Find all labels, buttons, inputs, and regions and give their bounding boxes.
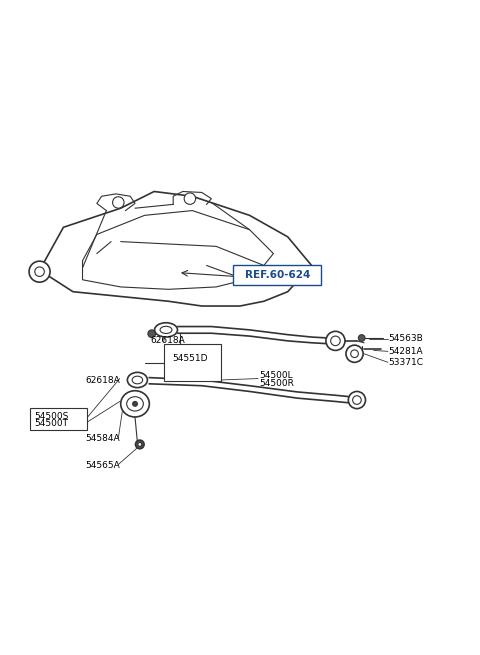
Ellipse shape [155, 323, 178, 337]
Text: 54584A: 54584A [85, 434, 120, 443]
Circle shape [29, 261, 50, 282]
FancyBboxPatch shape [164, 345, 221, 381]
Text: REF.60-624: REF.60-624 [244, 270, 310, 280]
FancyBboxPatch shape [233, 265, 321, 284]
Text: 54565A: 54565A [85, 461, 120, 470]
Circle shape [346, 345, 363, 362]
Circle shape [35, 267, 44, 276]
Text: 62618A: 62618A [85, 377, 120, 385]
Circle shape [184, 193, 196, 204]
Circle shape [353, 396, 361, 404]
Text: 54563B: 54563B [388, 335, 423, 343]
Text: 54500R: 54500R [259, 379, 294, 388]
Text: 54500S: 54500S [34, 412, 68, 421]
Text: 54551D: 54551D [172, 354, 208, 363]
Text: 54281A: 54281A [388, 347, 422, 356]
Circle shape [351, 350, 359, 358]
Text: 53371C: 53371C [388, 358, 423, 367]
Circle shape [138, 443, 142, 446]
Circle shape [326, 331, 345, 350]
Circle shape [113, 196, 124, 208]
Ellipse shape [127, 372, 147, 388]
Circle shape [148, 330, 156, 337]
Ellipse shape [127, 397, 144, 411]
Ellipse shape [120, 391, 149, 417]
Ellipse shape [160, 326, 172, 333]
Circle shape [135, 440, 144, 449]
Text: 54500T: 54500T [34, 419, 68, 428]
Circle shape [359, 335, 365, 341]
Text: 54500L: 54500L [259, 371, 293, 380]
Circle shape [176, 358, 185, 368]
Circle shape [348, 392, 365, 409]
Circle shape [331, 336, 340, 346]
FancyBboxPatch shape [30, 408, 87, 430]
Circle shape [132, 402, 137, 406]
Text: 62618A: 62618A [151, 336, 185, 345]
Ellipse shape [132, 376, 143, 384]
